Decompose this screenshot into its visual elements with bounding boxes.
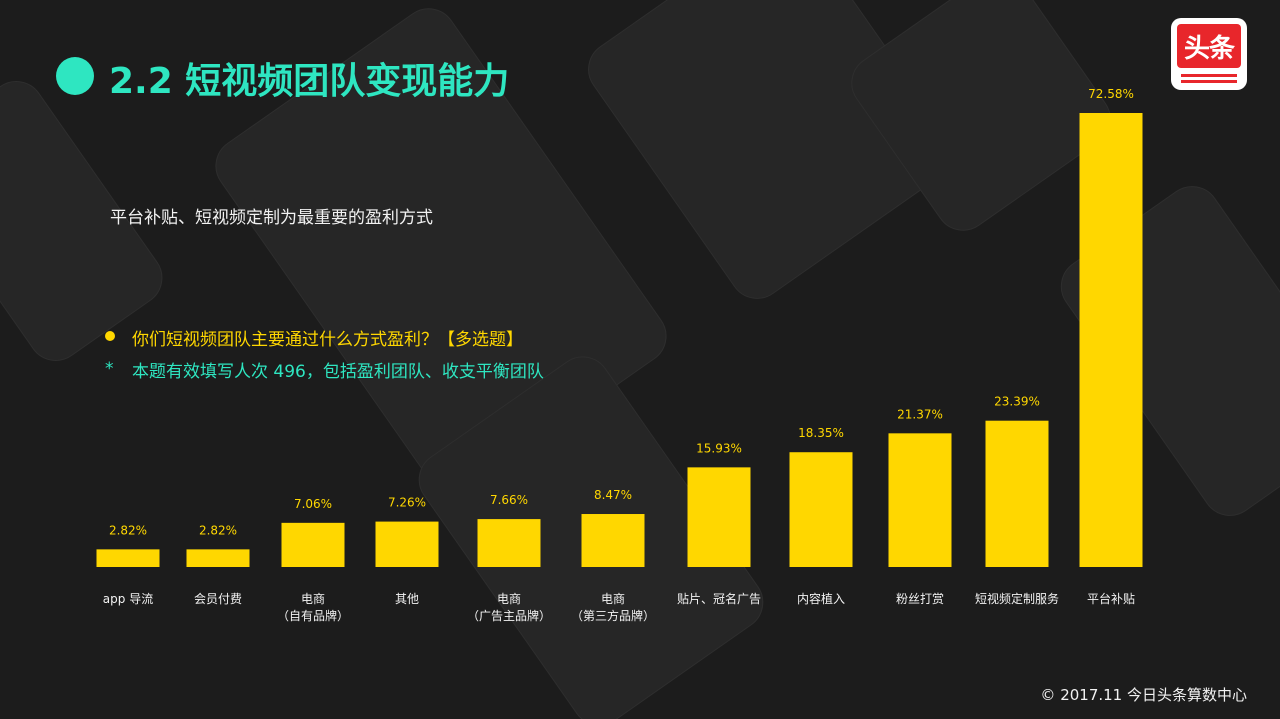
bar-value-label: 8.47%: [594, 488, 632, 502]
category-label: 电商: [601, 591, 625, 606]
category-label: app 导流: [103, 592, 153, 606]
bar-value-label: 7.06%: [294, 497, 332, 511]
bar: [477, 519, 541, 567]
bar: [687, 467, 751, 567]
bar: [985, 420, 1049, 567]
category-label: （广告主品牌）: [467, 609, 551, 623]
category-label: （自有品牌）: [277, 609, 349, 623]
bar-value-label: 2.82%: [109, 523, 147, 537]
bar-value-label: 18.35%: [798, 426, 844, 440]
category-label: 其他: [395, 592, 419, 606]
bar-value-label: 7.66%: [490, 493, 528, 507]
logo-text: 头条: [1177, 24, 1241, 68]
bar: [281, 522, 345, 567]
bar: [186, 549, 250, 567]
bar: [1079, 113, 1143, 567]
title-bullet-dot: [56, 57, 94, 95]
toutiao-logo: 头条: [1171, 18, 1247, 90]
bar-value-label: 23.39%: [994, 395, 1040, 409]
category-label: 电商: [301, 591, 325, 606]
category-label: 内容植入: [797, 591, 845, 606]
category-label: （第三方品牌）: [571, 608, 655, 623]
subtitle: 平台补贴、短视频定制为最重要的盈利方式: [110, 208, 433, 228]
category-label: 粉丝打赏: [896, 592, 944, 606]
logo-lines: [1181, 74, 1237, 86]
bar-value-label: 2.82%: [199, 523, 237, 537]
question-bullet-dot: [105, 331, 115, 341]
bar: [96, 549, 160, 567]
bar-value-label: 7.26%: [388, 496, 426, 510]
footer-copyright: © 2017.11 今日头条算数中心: [1040, 686, 1247, 704]
bar: [581, 514, 645, 567]
bar-value-label: 72.58%: [1088, 87, 1134, 101]
bar-value-label: 21.37%: [897, 407, 943, 421]
category-label: 贴片、冠名广告: [677, 591, 761, 606]
survey-note: 本题有效填写人次 496，包括盈利团队、收支平衡团队: [132, 362, 544, 382]
page-title: 2.2 短视频团队变现能力: [109, 61, 510, 102]
note-asterisk: *: [105, 359, 114, 379]
survey-question: 你们短视频团队主要通过什么方式盈利？【多选题】: [132, 330, 523, 350]
bar-value-label: 15.93%: [696, 441, 742, 455]
category-label: 短视频定制服务: [975, 591, 1059, 606]
bar: [375, 521, 439, 567]
bar: [888, 433, 952, 567]
category-label: 电商: [497, 591, 521, 606]
category-label: 会员付费: [194, 592, 242, 606]
bar: [789, 452, 853, 567]
category-label: 平台补贴: [1087, 591, 1135, 606]
